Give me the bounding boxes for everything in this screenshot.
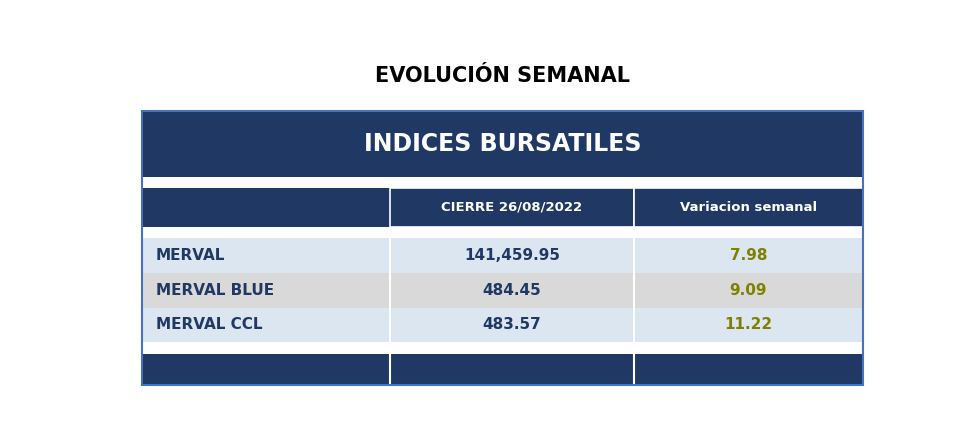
Text: Variacion semanal: Variacion semanal bbox=[680, 201, 817, 214]
Text: CIERRE 26/08/2022: CIERRE 26/08/2022 bbox=[441, 201, 582, 214]
Text: MERVAL: MERVAL bbox=[156, 248, 225, 263]
Bar bbox=[142, 111, 862, 177]
Text: MERVAL BLUE: MERVAL BLUE bbox=[156, 283, 274, 298]
Text: MERVAL CCL: MERVAL CCL bbox=[156, 317, 263, 332]
Bar bbox=[142, 227, 862, 238]
Bar bbox=[142, 354, 862, 384]
Text: 9.09: 9.09 bbox=[729, 283, 767, 298]
Bar bbox=[142, 342, 862, 354]
Bar bbox=[142, 177, 862, 188]
Text: 484.45: 484.45 bbox=[482, 283, 541, 298]
Bar bbox=[142, 238, 862, 273]
Bar bbox=[142, 111, 862, 384]
Text: 7.98: 7.98 bbox=[729, 248, 767, 263]
Text: INDICES BURSATILES: INDICES BURSATILES bbox=[364, 132, 641, 156]
Bar bbox=[390, 188, 634, 227]
Bar bbox=[142, 307, 862, 342]
Bar bbox=[634, 188, 862, 227]
Text: EVOLUCIÓN SEMANAL: EVOLUCIÓN SEMANAL bbox=[374, 66, 630, 86]
Bar bbox=[142, 188, 390, 227]
Text: 141,459.95: 141,459.95 bbox=[464, 248, 560, 263]
Text: 11.22: 11.22 bbox=[724, 317, 772, 332]
Text: 483.57: 483.57 bbox=[482, 317, 541, 332]
Bar bbox=[142, 273, 862, 307]
